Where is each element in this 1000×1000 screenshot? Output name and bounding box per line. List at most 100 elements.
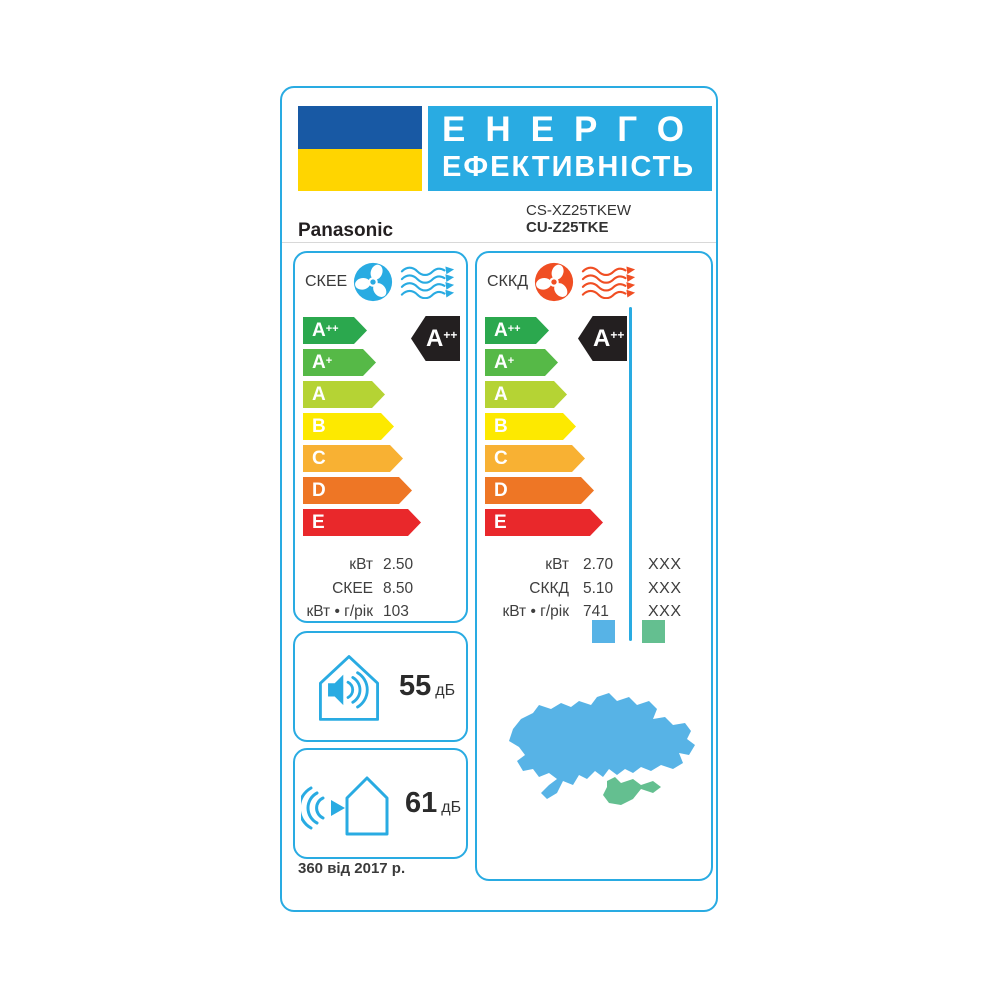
cooling-values: кВт 2.50 СКЕЕ 8.50 кВт • г/рік 103 (295, 556, 466, 627)
outdoor-db-number: 61 (405, 787, 438, 819)
legend-mainland-swatch (592, 620, 615, 643)
energy-class-arrow: D (485, 477, 594, 504)
energy-class-arrow: B (485, 413, 576, 440)
energy-efficiency-title: ЕНЕРГО ЕФЕКТИВНІСТЬ (428, 106, 712, 191)
value-number: 741 (583, 603, 609, 620)
vertical-divider (629, 307, 632, 641)
value-label: кВт (545, 556, 569, 573)
class-letter: C (312, 447, 326, 469)
outdoor-db-unit: дБ (441, 799, 462, 816)
legend-crimea-swatch (642, 620, 665, 643)
outdoor-noise-box: 61 дБ (293, 748, 468, 859)
outdoor-noise-value: 61 дБ (405, 787, 461, 820)
class-sup: ++ (325, 322, 339, 335)
value-label: кВт • г/рік (306, 603, 373, 620)
value-row: кВт • г/рік 741 XXX (477, 603, 711, 627)
outdoor-noise-icon (301, 776, 389, 835)
class-letter: A (312, 319, 326, 341)
value-label: СККД (529, 579, 569, 597)
class-letter: E (494, 511, 507, 533)
class-letter: B (312, 415, 326, 437)
class-letter: E (312, 511, 325, 533)
heating-energy-scale: A ++ A + A B C D E (485, 317, 603, 541)
rating-sup: ++ (610, 327, 625, 342)
heating-mode-row: СККД (487, 259, 638, 305)
crimea-shape (603, 777, 661, 805)
energy-class-arrow: D (303, 477, 412, 504)
flag-blue-stripe (298, 106, 422, 149)
ukraine-flag (298, 106, 422, 191)
speaker-icon (328, 674, 344, 705)
energy-class-arrow: A ++ (485, 317, 549, 344)
class-letter: D (312, 479, 326, 501)
value-placeholder: XXX (648, 579, 682, 597)
value-placeholder: XXX (648, 556, 682, 573)
value-number: 8.50 (383, 579, 414, 597)
heating-values: кВт 2.70 XXX СККД 5.10 XXX кВт • г/рік 741 XXX (477, 556, 711, 627)
rating-letter: A (593, 324, 611, 352)
energy-class-arrow: A (303, 381, 385, 408)
class-letter: A (312, 351, 326, 373)
energy-class-arrow: E (303, 509, 421, 536)
value-row: СККД 5.10 XXX (477, 580, 711, 604)
value-row: кВт 2.50 (295, 556, 466, 580)
energy-class-arrow: C (303, 445, 403, 472)
indoor-db-unit: дБ (435, 682, 456, 699)
energy-class-arrow: A + (485, 349, 558, 376)
class-letter: D (494, 479, 508, 501)
rating-sup: ++ (443, 327, 458, 342)
energy-class-arrow: B (303, 413, 394, 440)
class-letter: B (494, 415, 508, 437)
indoor-noise-value: 55 дБ (399, 670, 455, 703)
class-letter: A (494, 383, 508, 405)
class-sup: + (325, 354, 333, 367)
value-placeholder: XXX (648, 603, 682, 620)
class-letter: A (312, 383, 326, 405)
class-sup: + (507, 354, 515, 367)
ukraine-map (497, 677, 702, 822)
regulation-reference: 360 від 2017 р. (298, 860, 406, 877)
brand-name: Panasonic (298, 220, 394, 241)
model-numbers: CS-XZ25TKEW CU-Z25TKE (526, 202, 631, 236)
title-line-1: ЕНЕРГО (442, 110, 704, 149)
value-label: СКЕЕ (332, 579, 373, 597)
heat-airflow-icon (581, 266, 636, 299)
value-label: кВт (349, 556, 373, 573)
energy-class-arrow: C (485, 445, 585, 472)
flag-yellow-stripe (298, 148, 422, 191)
value-number: 103 (383, 603, 409, 620)
cooling-mode-label: СКЕЕ (305, 273, 348, 290)
title-line-2: ЕФЕКТИВНІСТЬ (442, 151, 696, 183)
value-row: кВт 2.70 XXX (477, 556, 711, 580)
value-number: 2.70 (583, 556, 614, 573)
cooling-energy-scale: A ++ A + A B C D E (303, 317, 421, 541)
value-number: 5.10 (583, 579, 614, 597)
heating-mode-label: СККД (487, 273, 529, 290)
value-row: кВт • г/рік 103 (295, 603, 466, 627)
ukraine-mainland-shape (509, 693, 695, 799)
cooling-fan-icon (354, 262, 393, 302)
energy-class-arrow: A + (303, 349, 376, 376)
cooling-mode-row: СКЕЕ (305, 259, 457, 305)
value-row: СКЕЕ 8.50 (295, 580, 466, 604)
indoor-noise-box: 55 дБ (293, 631, 468, 742)
header-divider (282, 242, 716, 243)
energy-class-arrow: A ++ (303, 317, 367, 344)
model-outdoor-unit: CU-Z25TKE (526, 219, 609, 236)
heating-fan-icon (534, 262, 574, 302)
model-indoor-unit: CS-XZ25TKEW (526, 202, 632, 219)
class-letter: A (494, 319, 508, 341)
indoor-noise-icon (319, 654, 379, 721)
class-letter: A (494, 351, 508, 373)
energy-class-arrow: A (485, 381, 567, 408)
value-label: кВт • г/рік (502, 603, 569, 620)
speaker-icon (331, 799, 345, 816)
class-letter: C (494, 447, 508, 469)
cooling-panel: СКЕЕ (293, 251, 468, 623)
indoor-db-number: 55 (399, 670, 432, 702)
value-number: 2.50 (383, 556, 414, 573)
class-sup: ++ (507, 322, 521, 335)
rating-letter: A (426, 324, 444, 352)
energy-class-arrow: E (485, 509, 603, 536)
energy-label-card: ЕНЕРГО ЕФЕКТИВНІСТЬ Panasonic CS-XZ25TKE… (280, 86, 718, 912)
